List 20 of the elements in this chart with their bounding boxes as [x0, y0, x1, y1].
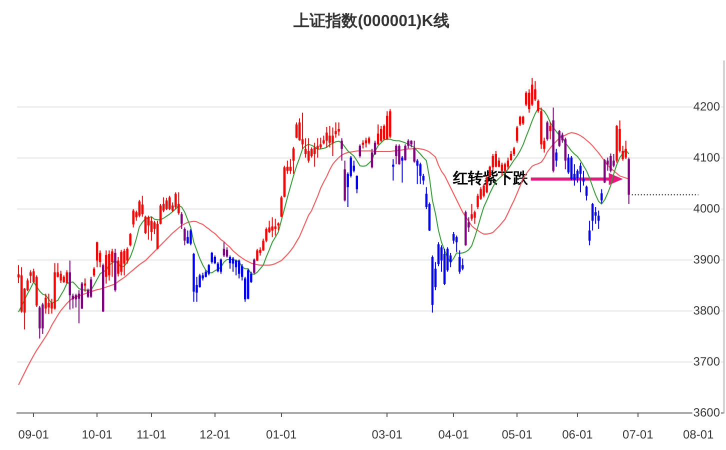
x-tick-label: 06-01: [562, 428, 594, 442]
x-tick-label: 08-01: [682, 428, 714, 442]
y-tick-label: 4100: [693, 150, 720, 164]
y-tick-label: 4200: [693, 99, 720, 114]
x-tick-label: 09-01: [18, 428, 50, 442]
chart-title: 上证指数(000001)K线: [292, 12, 450, 30]
y-tick-label: 4000: [693, 201, 720, 216]
x-tick-label: 10-01: [82, 428, 113, 442]
x-tick-label: 01-01: [266, 428, 298, 442]
x-tick-label: 04-01: [438, 428, 470, 442]
x-tick-label: 03-01: [372, 428, 403, 442]
x-tick-label: 11-01: [136, 428, 167, 442]
candlestick: [392, 159, 394, 181]
x-tick-label: 12-01: [200, 428, 231, 442]
x-tick-label: 07-01: [622, 428, 654, 442]
y-tick-label: 3800: [693, 303, 720, 318]
y-tick-label: 3600: [693, 405, 720, 420]
x-tick-label: 05-01: [502, 428, 533, 442]
y-tick-label: 3700: [693, 354, 720, 368]
y-tick-label: 3900: [693, 252, 720, 266]
